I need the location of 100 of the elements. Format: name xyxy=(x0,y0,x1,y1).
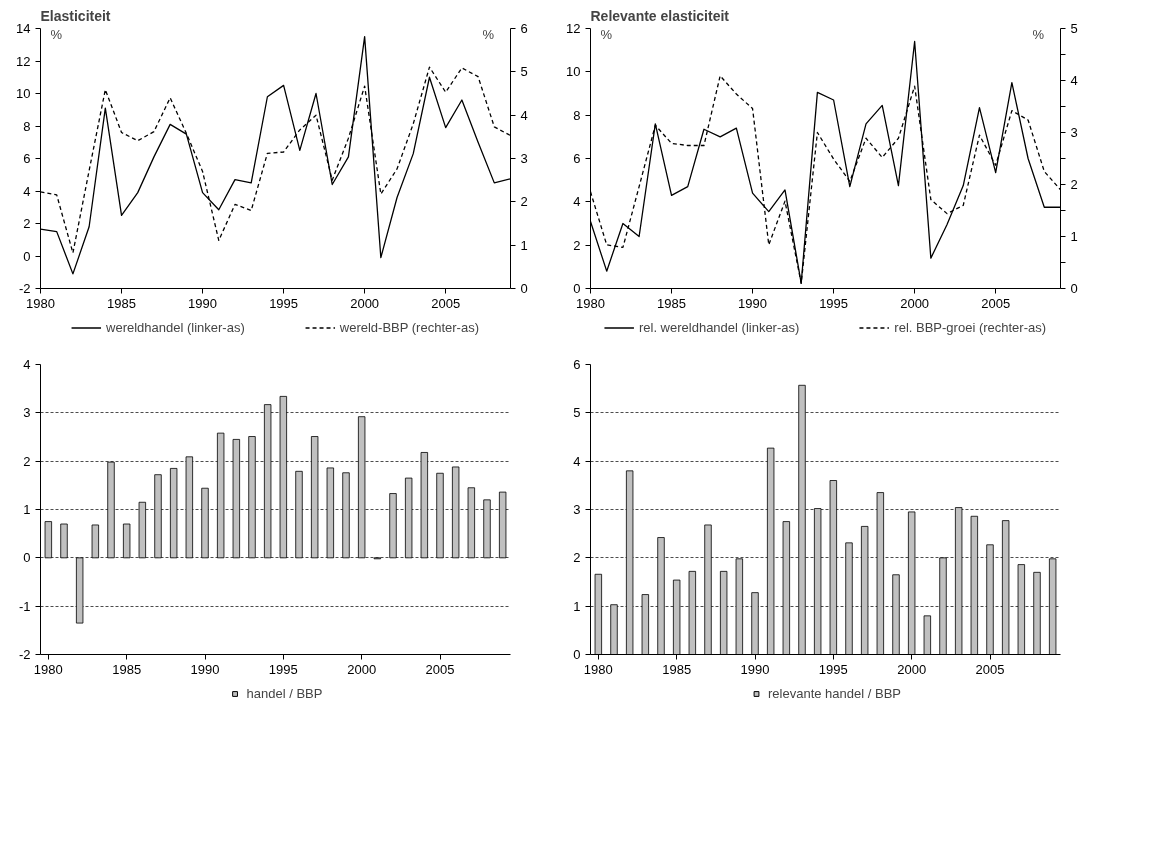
y-tick-label: 14 xyxy=(16,21,31,36)
y2-tick-label: 3 xyxy=(1070,125,1078,140)
x-tick-label: 1990 xyxy=(740,661,770,677)
x-tick-label: 2005 xyxy=(975,661,1005,677)
bar xyxy=(60,523,68,559)
bar xyxy=(201,487,209,559)
x-tick-label: 1985 xyxy=(657,295,686,311)
bar xyxy=(44,521,53,559)
x-tick-label: 1980 xyxy=(26,295,55,311)
chart-title: Relevante elasticiteit xyxy=(590,7,730,24)
y-tick-label: 6 xyxy=(573,357,581,372)
y2-tick-label: 5 xyxy=(520,64,528,80)
x-tick-label: 2005 xyxy=(431,295,461,311)
bar xyxy=(107,461,115,559)
bar xyxy=(310,436,319,559)
y2-tick-label: 4 xyxy=(520,107,528,123)
y2-tick-label: 2 xyxy=(1070,177,1078,192)
y2-tick-label: 1 xyxy=(520,237,528,253)
bar xyxy=(138,501,147,559)
y-tick-label: 5 xyxy=(573,405,581,421)
x-tick-label: 1995 xyxy=(269,295,299,311)
bar xyxy=(295,470,303,559)
y-tick-label: -1 xyxy=(18,598,31,614)
bar xyxy=(467,487,476,559)
x-tick-label: 2000 xyxy=(350,295,380,311)
legend-label: handel / BBP xyxy=(246,685,323,701)
x-tick-label: 1990 xyxy=(738,295,768,311)
x-tick-label: 1985 xyxy=(112,661,142,677)
bar xyxy=(122,523,131,559)
y-tick-label: 0 xyxy=(23,550,31,566)
x-tick-label: 2005 xyxy=(981,295,1011,311)
bar xyxy=(451,466,460,559)
bar xyxy=(342,472,350,559)
y-tick-label: 8 xyxy=(573,107,581,123)
x-tick-label: 2005 xyxy=(425,661,455,677)
y2-tick-label: 4 xyxy=(1070,73,1078,88)
y-tick-label: 0 xyxy=(573,647,581,662)
bar xyxy=(232,439,241,559)
bar xyxy=(436,472,444,559)
x-tick-label: 1980 xyxy=(33,661,63,677)
x-tick-label: 1985 xyxy=(107,295,136,311)
y-tick-label: -2 xyxy=(18,647,31,662)
y-tick-label: 6 xyxy=(23,151,31,166)
bar xyxy=(498,491,507,559)
y-tick-label: 12 xyxy=(566,21,581,36)
bar xyxy=(357,416,366,559)
y-tick-label: 2 xyxy=(23,453,31,469)
legend-label: rel. wereldhandel (linker-as) xyxy=(638,319,800,335)
bar xyxy=(154,474,162,559)
x-tick-label: 1990 xyxy=(190,661,220,677)
bar xyxy=(420,452,429,559)
y-tick-label: 3 xyxy=(23,405,31,421)
y-tick-label: 0 xyxy=(23,248,31,264)
bar xyxy=(483,499,491,559)
y-tick-label: 2 xyxy=(573,550,581,566)
y-tick-label: 2 xyxy=(23,216,31,231)
y2-tick-label: 6 xyxy=(520,21,528,36)
bar xyxy=(216,432,225,559)
y-tick-label: 3 xyxy=(573,502,581,517)
x-tick-label: 2000 xyxy=(347,661,377,677)
bar xyxy=(248,436,256,559)
x-tick-label: 1990 xyxy=(188,295,218,311)
x-tick-label: 2000 xyxy=(900,295,930,311)
y-tick-label: 4 xyxy=(23,357,31,372)
y-tick-label: 8 xyxy=(23,118,31,134)
legend-label: wereldhandel (linker-as) xyxy=(106,319,245,335)
y-tick-label: 12 xyxy=(16,53,31,69)
y-tick-label: 10 xyxy=(566,64,581,80)
legend-label: relevante handel / BBP xyxy=(768,685,901,701)
y-axis-title: % xyxy=(50,26,63,42)
y-tick-label: 4 xyxy=(23,183,31,199)
x-tick-label: 1985 xyxy=(662,661,692,677)
bar xyxy=(169,468,178,559)
chart-title: Elasticiteit xyxy=(40,7,111,24)
y-tick-label: 10 xyxy=(16,86,31,101)
y-tick-label: 0 xyxy=(573,281,581,296)
bar xyxy=(404,477,413,559)
y2-axis-title: % xyxy=(1032,26,1045,42)
y2-axis-title: % xyxy=(482,26,495,42)
y-tick-label: 1 xyxy=(23,502,31,517)
y2-tick-label: 0 xyxy=(520,281,528,296)
y2-tick-label: 0 xyxy=(1070,281,1078,296)
bar xyxy=(389,493,397,559)
bar xyxy=(185,456,194,559)
x-tick-label: 1995 xyxy=(818,661,848,677)
x-tick-label: 1995 xyxy=(819,295,849,311)
y-tick-label: 6 xyxy=(573,151,581,166)
y2-tick-label: 2 xyxy=(520,194,528,210)
y-tick-label: 4 xyxy=(573,194,581,210)
legend-label: rel. BBP-groei (rechter-as) xyxy=(894,319,1047,335)
y-tick-label: 4 xyxy=(573,453,581,469)
y-tick-label: 2 xyxy=(573,237,581,253)
y-axis-title: % xyxy=(600,26,613,42)
y-tick-label: -2 xyxy=(18,281,31,296)
bar xyxy=(326,467,335,559)
y-tick-label: 1 xyxy=(573,598,581,614)
bar xyxy=(91,524,100,559)
x-tick-label: 2000 xyxy=(897,661,927,677)
x-tick-label: 1995 xyxy=(268,661,298,677)
x-tick-label: 1980 xyxy=(583,661,613,677)
